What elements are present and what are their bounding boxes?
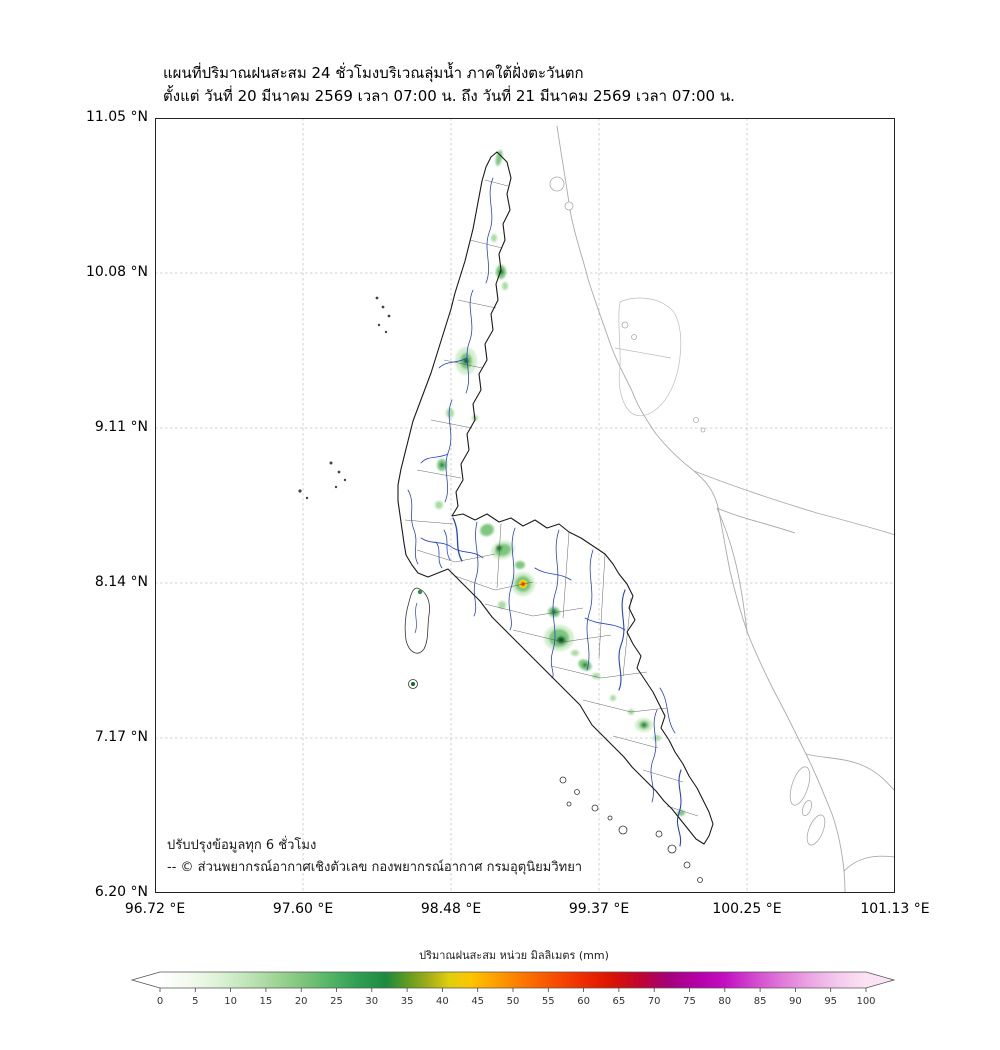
east-subbasin-outline [614,297,682,416]
colorbar-tick-label: 30 [365,996,379,1007]
colorbar-tick-marks [159,988,867,992]
longitude-tick-label: 96.72 °E [124,901,186,917]
colorbar-tick-label: 40 [436,996,449,1007]
latitude-tick-label: 8.14 °N [94,574,148,590]
latitude-tick-label: 7.17 °N [94,729,148,745]
colorbar-tick-label: 90 [789,996,802,1007]
latitude-tick-label: 10.08 °N [85,264,148,280]
map-title: แผนที่ปริมาณฝนสะสม 24 ชั่วโมงบริเวณลุ่มน… [163,64,584,82]
latitude-tick-label: 9.11 °N [94,419,148,435]
river-network [407,177,682,847]
colorbar-tick-label: 70 [647,996,661,1007]
colorbar: ปริมาณฝนสะสม หน่วย มิลลิเมตร (mm) 0 5 10 15… [128,946,900,1026]
longitude-tick-label: 99.37 °E [568,901,630,917]
colorbar-tick-label: 50 [506,996,520,1007]
latitude-tick-label: 11.05 °N [85,109,148,125]
colorbar-tick-label: 35 [400,996,414,1007]
lake-outlines [789,766,826,846]
colorbar-tick-label: 85 [753,996,767,1007]
colorbar-tick-label: 100 [856,996,876,1007]
colorbar-gradient-bar [130,971,896,992]
map-gridlines [155,118,895,893]
subbasin-boundaries [404,179,699,817]
colorbar-tick-label: 60 [577,996,590,1007]
colorbar-right-arrow [866,972,894,988]
colorbar-tick-label: 20 [294,996,308,1007]
island-details [411,589,423,686]
colorbar-tick-label: 65 [612,996,626,1007]
outside-coastline [556,125,896,894]
gulf-islands [549,176,706,433]
map-header: แผนที่ปริมาณฝนสะสม 24 ชั่วโมงบริเวณลุ่มน… [163,62,735,108]
colorbar-tick-label: 25 [330,996,343,1007]
colorbar-title: ปริมาณฝนสะสม หน่วย มิลลิเมตร (mm) [419,949,609,962]
colorbar-tick-label: 75 [683,996,696,1007]
longitude-tick-label: 97.60 °E [272,901,334,917]
map-canvas [155,118,896,894]
longitude-tick-label: 98.48 °E [420,901,482,917]
colorbar-tick-label: 10 [224,996,237,1007]
west-islets [298,296,391,500]
map-notes: ปรับปรุงข้อมูลทุก 6 ชั่วโมง -- © ส่วนพยาก… [167,835,582,879]
map-frame [155,118,895,893]
colorbar-tick-label: 0 [156,996,164,1007]
map-subtitle: ตั้งแต่ วันที่ 20 มีนาคม 2569 เวลา 07:00… [163,87,735,105]
longitude-tick-label: 101.13 °E [860,901,930,917]
colorbar-tick-label: 5 [192,996,199,1007]
colorbar-bar [160,972,866,988]
map-note-line: -- © ส่วนพยากรณ์อากาศเชิงตัวเลข กองพยากร… [167,860,583,875]
latitude-tick-label: 6.20 °N [94,884,148,900]
map-note-line: ปรับปรุงข้อมูลทุก 6 ชั่วโมง [167,838,317,853]
longitude-tick-label: 100.25 °E [712,901,782,917]
colorbar-tick-label: 80 [718,996,732,1007]
colorbar-tick-labels: 0 5 10 15 20 25 30 35 40 45 50 55 60 65 70 75 80 85 90 95 10… [128,996,900,1010]
colorbar-tick-label: 55 [541,996,555,1007]
rainfall-patches [435,150,685,816]
map-plot-area: ปรับปรุงข้อมูลทุก 6 ชั่วโมง -- © ส่วนพยาก… [155,118,896,894]
watershed-outline [397,151,714,845]
colorbar-tick-label: 45 [471,996,485,1007]
outlined-islands [404,587,703,883]
colorbar-left-arrow [132,972,160,988]
colorbar-tick-label: 15 [259,996,273,1007]
colorbar-tick-label: 95 [824,996,838,1007]
